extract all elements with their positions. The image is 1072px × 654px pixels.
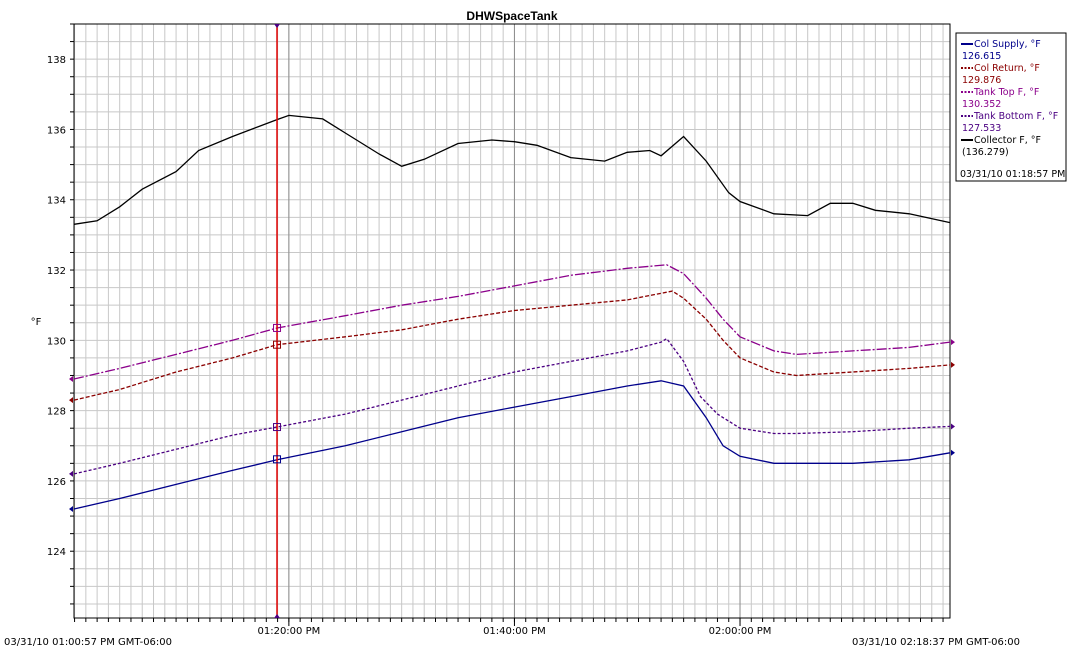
y-tick-label: 128	[47, 407, 66, 418]
legend-series-name: Tank Bottom F, °F	[973, 111, 1058, 122]
legend-series-value: 129.876	[962, 75, 1001, 86]
y-tick-label: 126	[47, 477, 66, 488]
axis-value-markers	[69, 339, 955, 513]
x-axis: 01:20:00 PM 01:40:00 PM 02:00:00 PM	[74, 618, 944, 637]
series-line-1	[73, 380, 951, 510]
series-layer	[73, 114, 951, 510]
cursor-top-handle[interactable]	[274, 24, 281, 28]
legend-series-name: Col Return, °F	[974, 63, 1040, 74]
series-line-4	[73, 337, 951, 475]
y-tick-label: 132	[47, 266, 66, 277]
plot-frame	[73, 23, 951, 619]
major-grid	[288, 24, 741, 618]
cursor-marker	[273, 423, 282, 432]
legend-series-value: (136.279)	[962, 147, 1009, 158]
x-tick-label: 01:40:00 PM	[483, 626, 546, 637]
y-tick-label: 124	[47, 547, 66, 558]
time-cursor[interactable]	[273, 24, 282, 618]
y-tick-label: 138	[47, 55, 66, 66]
legend-cursor-time: 03/31/10 01:18:57 PM	[960, 169, 1065, 180]
y-axis-label: °F	[31, 317, 42, 328]
legend-series-value: 126.615	[962, 51, 1001, 62]
right-value-marker	[951, 339, 955, 346]
cursor-marker	[273, 340, 282, 349]
series-line-3	[73, 264, 951, 380]
legend-series-name: Tank Top F, °F	[973, 87, 1039, 98]
x-start-label: 03/31/10 01:00:57 PM GMT-06:00	[4, 637, 172, 648]
series-line-2	[73, 290, 951, 401]
right-value-marker	[951, 449, 955, 456]
legend-box	[955, 32, 1067, 182]
x-tick-label: 01:20:00 PM	[257, 626, 320, 637]
minor-grid	[74, 23, 950, 618]
y-tick-label: 130	[47, 336, 66, 347]
right-value-marker	[951, 361, 955, 368]
right-value-marker	[951, 423, 955, 430]
legend-series-value: 127.533	[962, 123, 1001, 134]
legend-series-value: 130.352	[962, 99, 1001, 110]
chart-title: DHWSpaceTank	[466, 9, 557, 23]
y-tick-label: 134	[47, 196, 66, 207]
left-value-marker	[69, 397, 73, 404]
y-axis: 124 126 128 130 132 134 136 138	[47, 23, 74, 605]
y-tick-label: 136	[47, 125, 66, 136]
left-value-marker	[69, 506, 73, 513]
cursor-bottom-handle[interactable]	[274, 614, 281, 618]
left-value-marker	[69, 470, 73, 477]
series-line-5	[73, 114, 951, 225]
legend-series-name: Col Supply, °F	[974, 39, 1041, 50]
left-value-marker	[69, 375, 73, 382]
cursor-marker	[273, 323, 282, 332]
x-end-label: 03/31/10 02:18:37 PM GMT-06:00	[852, 637, 1020, 648]
x-tick-label: 02:00:00 PM	[709, 626, 772, 637]
cursor-marker	[273, 455, 282, 464]
legend-series-name: Collector F, °F	[974, 135, 1041, 146]
